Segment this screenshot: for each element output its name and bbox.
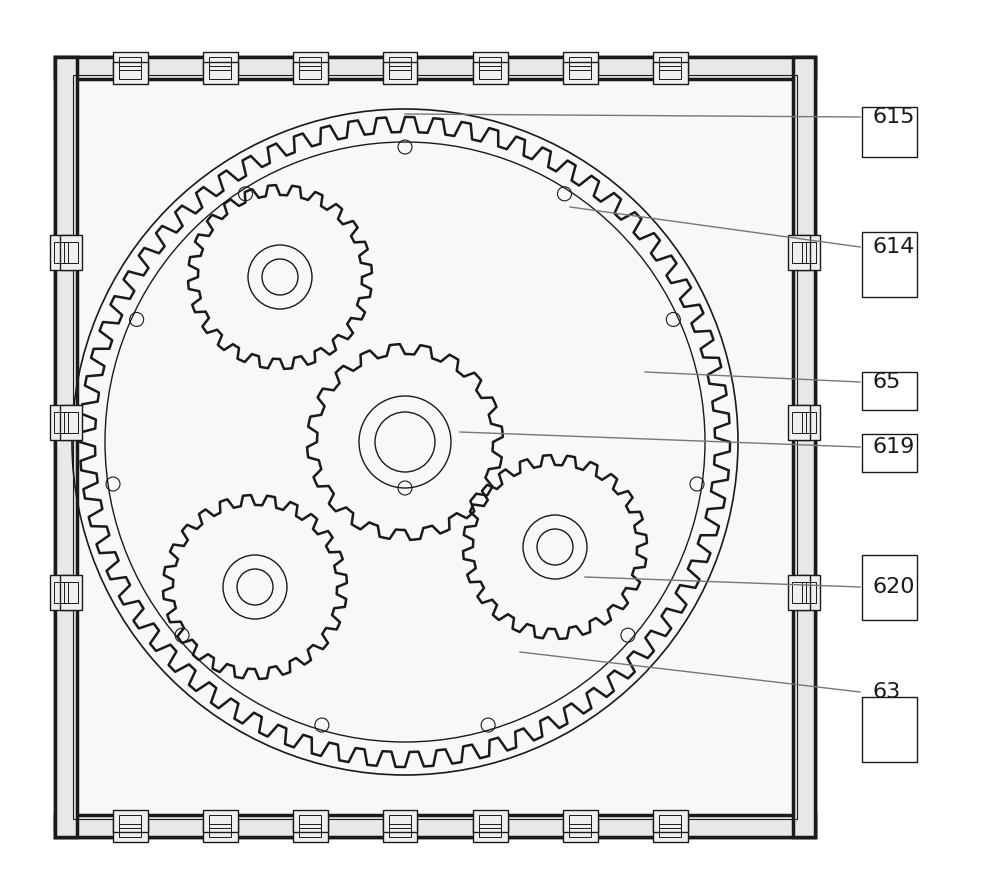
Bar (562, 811, 598, 832)
Bar (862, 555, 917, 620)
Bar (479, 815, 501, 828)
Bar (299, 815, 321, 828)
Bar (659, 815, 681, 828)
Bar (389, 815, 411, 828)
Bar (203, 62, 238, 84)
Bar (299, 66, 321, 79)
Bar (203, 820, 238, 841)
Bar (389, 825, 411, 837)
Bar (64, 242, 78, 263)
Bar (382, 811, 417, 832)
Text: 65: 65 (872, 372, 900, 392)
Bar (50, 405, 72, 439)
Bar (55, 57, 815, 837)
Bar (562, 62, 598, 84)
Bar (569, 825, 591, 837)
Bar (473, 52, 508, 74)
Bar (112, 820, 148, 841)
Bar (292, 52, 328, 74)
Bar (54, 412, 68, 432)
Bar (802, 242, 816, 263)
Bar (652, 811, 688, 832)
Bar (473, 62, 508, 84)
Bar (292, 820, 328, 841)
Bar (203, 52, 238, 74)
Bar (389, 66, 411, 79)
Bar (119, 66, 141, 79)
Bar (64, 412, 78, 432)
Bar (562, 52, 598, 74)
Bar (659, 66, 681, 79)
Bar (862, 372, 917, 410)
Bar (479, 825, 501, 837)
Bar (73, 75, 797, 819)
Bar (382, 52, 417, 74)
Bar (389, 56, 411, 70)
Bar (382, 62, 417, 84)
Bar (798, 235, 820, 270)
Bar (792, 412, 806, 432)
Bar (299, 825, 321, 837)
Bar (802, 412, 816, 432)
Bar (479, 66, 501, 79)
Bar (788, 405, 810, 439)
Bar (798, 574, 820, 609)
Bar (659, 825, 681, 837)
Bar (652, 62, 688, 84)
Bar (55, 57, 815, 79)
Bar (112, 52, 148, 74)
Bar (788, 574, 810, 609)
Text: 614: 614 (872, 237, 914, 257)
Bar (792, 581, 806, 602)
Bar (55, 57, 77, 837)
Bar (862, 232, 917, 297)
Bar (862, 697, 917, 762)
Text: 619: 619 (872, 437, 914, 457)
Bar (788, 235, 810, 270)
Bar (792, 242, 806, 263)
Bar (203, 811, 238, 832)
Bar (60, 405, 82, 439)
Text: 615: 615 (872, 107, 915, 127)
Bar (569, 56, 591, 70)
Bar (119, 815, 141, 828)
Bar (209, 815, 231, 828)
Bar (652, 820, 688, 841)
Text: 620: 620 (872, 577, 915, 597)
Bar (292, 62, 328, 84)
Bar (802, 581, 816, 602)
Bar (292, 811, 328, 832)
Text: 63: 63 (872, 682, 900, 702)
Bar (119, 56, 141, 70)
Bar (209, 56, 231, 70)
Bar (473, 820, 508, 841)
Bar (659, 56, 681, 70)
Bar (50, 574, 72, 609)
Bar (60, 574, 82, 609)
Bar (473, 811, 508, 832)
Bar (64, 581, 78, 602)
Bar (862, 107, 917, 157)
Bar (793, 57, 815, 837)
Bar (562, 820, 598, 841)
Bar (862, 434, 917, 472)
Bar (60, 235, 82, 270)
Bar (209, 66, 231, 79)
Bar (112, 62, 148, 84)
Bar (209, 825, 231, 837)
Bar (479, 56, 501, 70)
Bar (54, 581, 68, 602)
Bar (55, 815, 815, 837)
Bar (382, 820, 417, 841)
Bar (50, 235, 72, 270)
Bar (119, 825, 141, 837)
Bar (569, 66, 591, 79)
Bar (798, 405, 820, 439)
Bar (112, 811, 148, 832)
Bar (652, 52, 688, 74)
Bar (569, 815, 591, 828)
Bar (299, 56, 321, 70)
Bar (54, 242, 68, 263)
